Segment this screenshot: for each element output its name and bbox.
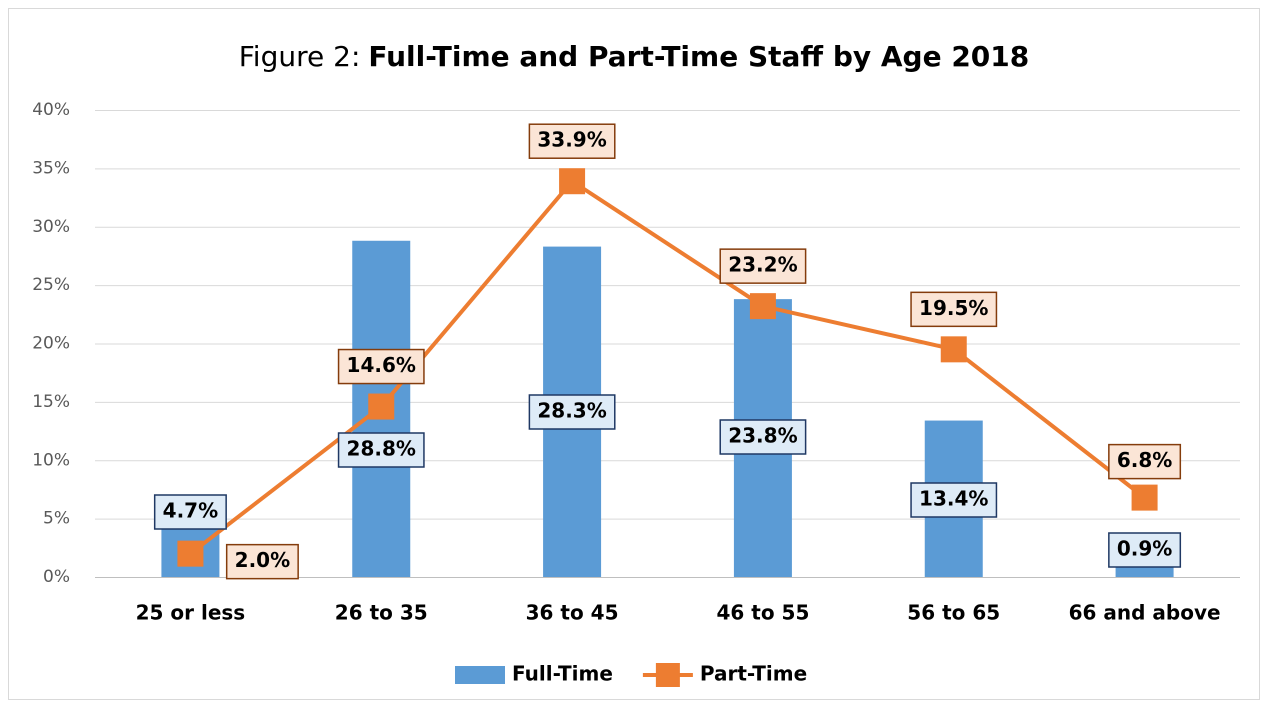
- legend-swatch: [455, 666, 505, 684]
- line-marker: [1131, 484, 1158, 511]
- line-marker: [559, 168, 586, 195]
- y-tick-label: 30%: [32, 217, 70, 237]
- data-label: 23.2%: [728, 253, 797, 277]
- y-tick-label: 25%: [32, 275, 70, 295]
- line: [189, 178, 1146, 556]
- data-label: 28.8%: [347, 437, 416, 461]
- data-label: 19.5%: [919, 296, 988, 320]
- data-label: 6.8%: [1117, 448, 1172, 472]
- y-tick-label: 10%: [32, 450, 70, 470]
- data-label: 23.8%: [728, 424, 797, 448]
- data-label: 33.9%: [537, 128, 606, 152]
- data-label-box: [153, 494, 227, 530]
- x-tick-label: 46 to 55: [716, 601, 809, 625]
- line-marker: [368, 393, 395, 420]
- data-label-box: [719, 248, 807, 284]
- data-label: 2.0%: [235, 548, 290, 572]
- chart-title: Figure 2: Full-Time and Part-Time Staff b…: [239, 40, 1030, 73]
- y-tick-label: 35%: [32, 158, 70, 178]
- data-label-box: [337, 432, 425, 468]
- bar: [1115, 566, 1174, 577]
- data-label-box: [910, 291, 998, 328]
- y-tick-label: 5%: [43, 509, 70, 529]
- data-label: 4.7%: [163, 499, 218, 523]
- data-label-box: [719, 419, 807, 455]
- x-tick-label: 56 to 65: [907, 601, 1000, 625]
- legend-label: Part-Time: [700, 662, 807, 686]
- data-label-box: [337, 348, 425, 385]
- y-tick-label: 40%: [32, 100, 70, 120]
- line-marker: [749, 293, 776, 320]
- x-tick-label: 36 to 45: [526, 601, 619, 625]
- data-label-box: [225, 543, 299, 580]
- legend-label: Full-Time: [512, 662, 613, 686]
- data-label-box: [1108, 443, 1182, 480]
- data-label: 28.3%: [537, 399, 606, 423]
- line-marker: [177, 540, 204, 567]
- data-label: 13.4%: [919, 487, 988, 511]
- x-tick-label: 26 to 35: [335, 601, 428, 625]
- legend-swatch-marker: [655, 663, 680, 687]
- data-label: 0.9%: [1117, 537, 1172, 561]
- title-main: Full-Time and Part-Time Staff by Age 201…: [368, 40, 1029, 73]
- data-label-box: [1108, 532, 1182, 568]
- line-marker: [940, 336, 967, 363]
- y-tick-label: 15%: [32, 392, 70, 412]
- data-label: 14.6%: [347, 353, 416, 377]
- data-label-box: [528, 123, 616, 159]
- data-label-box: [528, 394, 616, 430]
- y-tick-label: 20%: [32, 334, 70, 354]
- y-tick-label: 0%: [43, 567, 70, 587]
- title-prefix: Figure 2:: [239, 40, 361, 73]
- x-tick-label: 66 and above: [1069, 601, 1221, 625]
- x-tick-label: 25 or less: [136, 601, 246, 625]
- chart-border: [8, 8, 1260, 700]
- data-label-box: [910, 482, 998, 518]
